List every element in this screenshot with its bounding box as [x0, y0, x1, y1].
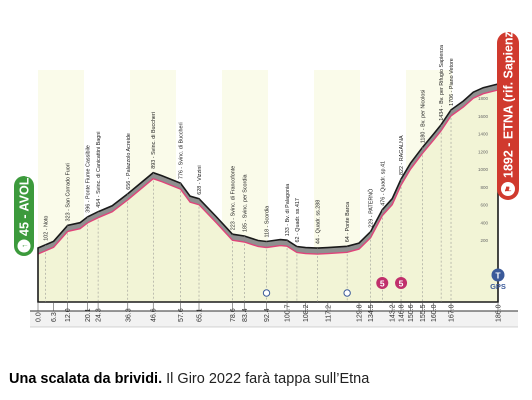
waypoint-label: 893 - Svinc. di Buccheri [151, 112, 157, 169]
climb-marker-label: 5 [380, 279, 385, 289]
caption-title: Una scalata da brividi. [9, 371, 163, 387]
km-tick-label: 78.6 [230, 308, 237, 322]
waypoint-label: 656 - Palazzolo Acreide [126, 133, 132, 190]
stage-profile-figure: 200 400 600 800 1000 1200 1400 1600 1800 0.0 6.3 1… [14, 20, 519, 328]
sprint-marker [343, 289, 351, 297]
profile-area [38, 84, 498, 302]
km-tick-label: 146.8 [399, 304, 406, 322]
altitude-tick-label: 1000 [478, 167, 489, 172]
waypoint-label: 64 - Ponte Barca [345, 202, 351, 242]
altitude-tick-label: 600 [480, 203, 488, 208]
km-tick-label: 143.2 [390, 304, 397, 322]
waypoint-label: 118 - Scordia [265, 206, 271, 238]
km-tick-label: 0.0 [36, 312, 43, 322]
km-tick-label: 167.0 [449, 304, 456, 322]
km-tick-label: 155.5 [420, 304, 427, 322]
climb-marker [395, 277, 408, 289]
finish-marker [491, 268, 505, 282]
finish-label: 1892 - ETNA (rif. Sapienza) [502, 20, 516, 178]
km-tick-label: 117.2 [325, 305, 332, 322]
waypoint-label: 223 - Svinc. di Francofonte [230, 166, 236, 230]
svg-text:↑: ↑ [20, 244, 29, 248]
race-logo: GPS [490, 282, 506, 291]
waypoint-label: 454 - Svinc. di Canicattini Bagni [96, 132, 102, 208]
finish-badge: ⚑ 1892 - ETNA (rif. Sapienza) [497, 20, 519, 200]
altitude-tick-label: 800 [480, 185, 488, 190]
waypoint-label: 822 - RAGALNA [399, 135, 405, 175]
start-label: 45 - AVOLA [18, 169, 32, 236]
km-tick-label: 24.3 [96, 308, 103, 322]
km-tick-label: 6.3 [51, 312, 58, 322]
waypoint-labels: 102 - Noto 323 - San Corrado Fuori 396 - P… [43, 45, 455, 244]
waypoint-label: 476 - Quadr. sp.41 [380, 161, 386, 206]
km-tick-label: 100.7 [285, 304, 292, 322]
waypoint-label: 133 - Bv. di Palagonia [285, 184, 291, 236]
svg-text:⚑: ⚑ [504, 185, 513, 192]
waypoint-label: 628 - Vizzini [197, 165, 203, 194]
climb-marker-label: 5 [399, 279, 404, 289]
waypoint-label: 323 - San Corrado Fuori [66, 163, 72, 221]
km-tick-label: 83.4 [242, 308, 249, 322]
waypoint-label: 396 - Ponte Fiume Cassibile [86, 145, 92, 213]
km-tick-label: 129.8 [357, 304, 364, 322]
waypoint-label: 44 - Quadr. ss.288 [316, 200, 322, 244]
profile-outline [37, 82, 499, 303]
km-tick-label: 36.3 [125, 308, 132, 322]
waypoint-label: 185 - Svinc. per Scordia [242, 174, 248, 232]
km-tick-label: 108.2 [303, 304, 310, 322]
waypoint-label: 776 - Svinc. di Buccheri [179, 122, 185, 179]
waypoint-label: 1180 - Bv. per Nicolosi [421, 90, 427, 143]
km-tick-label: 134.5 [368, 304, 375, 322]
altitude-tick-label: 200 [480, 238, 488, 243]
waypoint-label: 102 - Noto [43, 216, 49, 241]
km-tick-label: 186.0 [496, 304, 503, 322]
altitude-tick-label: 1200 [478, 149, 489, 154]
course-markers: 5 5 T [262, 268, 505, 297]
climb-marker [376, 277, 389, 289]
km-tick-label: 46.6 [151, 308, 158, 322]
start-badge: ↑ 45 - AVOLA [14, 169, 34, 256]
figure-caption: Una scalata da brividi. Il Giro 2022 far… [9, 371, 524, 387]
altitude-axis: 200 400 600 800 1000 1200 1400 1600 1800 [478, 96, 489, 243]
bottom-band [30, 310, 518, 328]
waypoint-label: 1434 - Bv. per Rifugio Sapienza [439, 45, 445, 121]
km-tick-label: 150.6 [408, 304, 415, 322]
km-tick-label: 160.0 [431, 304, 438, 322]
altitude-tick-label: 1800 [478, 96, 489, 101]
waypoint-lines [45, 109, 452, 302]
caption-text: Il Giro 2022 farà tappa sull’Etna [166, 371, 370, 387]
altitude-tick-label: 1400 [478, 132, 489, 137]
km-tick-label: 65.1 [197, 308, 204, 322]
altitude-tick-label: 1600 [478, 114, 489, 119]
sprint-marker [262, 289, 271, 297]
km-axis: 0.0 6.3 12.0 20.1 24.3 36.3 46.6 57.6 65.1 78.6 83… [36, 302, 503, 322]
altitude-tick-label: 400 [480, 220, 488, 225]
waypoint-label: 62 - Quadr. ss.417 [295, 198, 301, 242]
finish-marker-label: T [495, 271, 501, 281]
waypoint-label: 1706 - Piano Vetore [449, 58, 455, 106]
km-tick-label: 20.1 [85, 308, 92, 322]
road-shading [38, 84, 498, 255]
km-tick-label: 92.4 [264, 308, 271, 322]
waypoint-label: 229 - PATERNÒ [368, 189, 375, 228]
road-accent-line [37, 89, 499, 255]
km-tick-label: 12.0 [65, 308, 72, 322]
km-tick-label: 57.6 [178, 308, 185, 322]
